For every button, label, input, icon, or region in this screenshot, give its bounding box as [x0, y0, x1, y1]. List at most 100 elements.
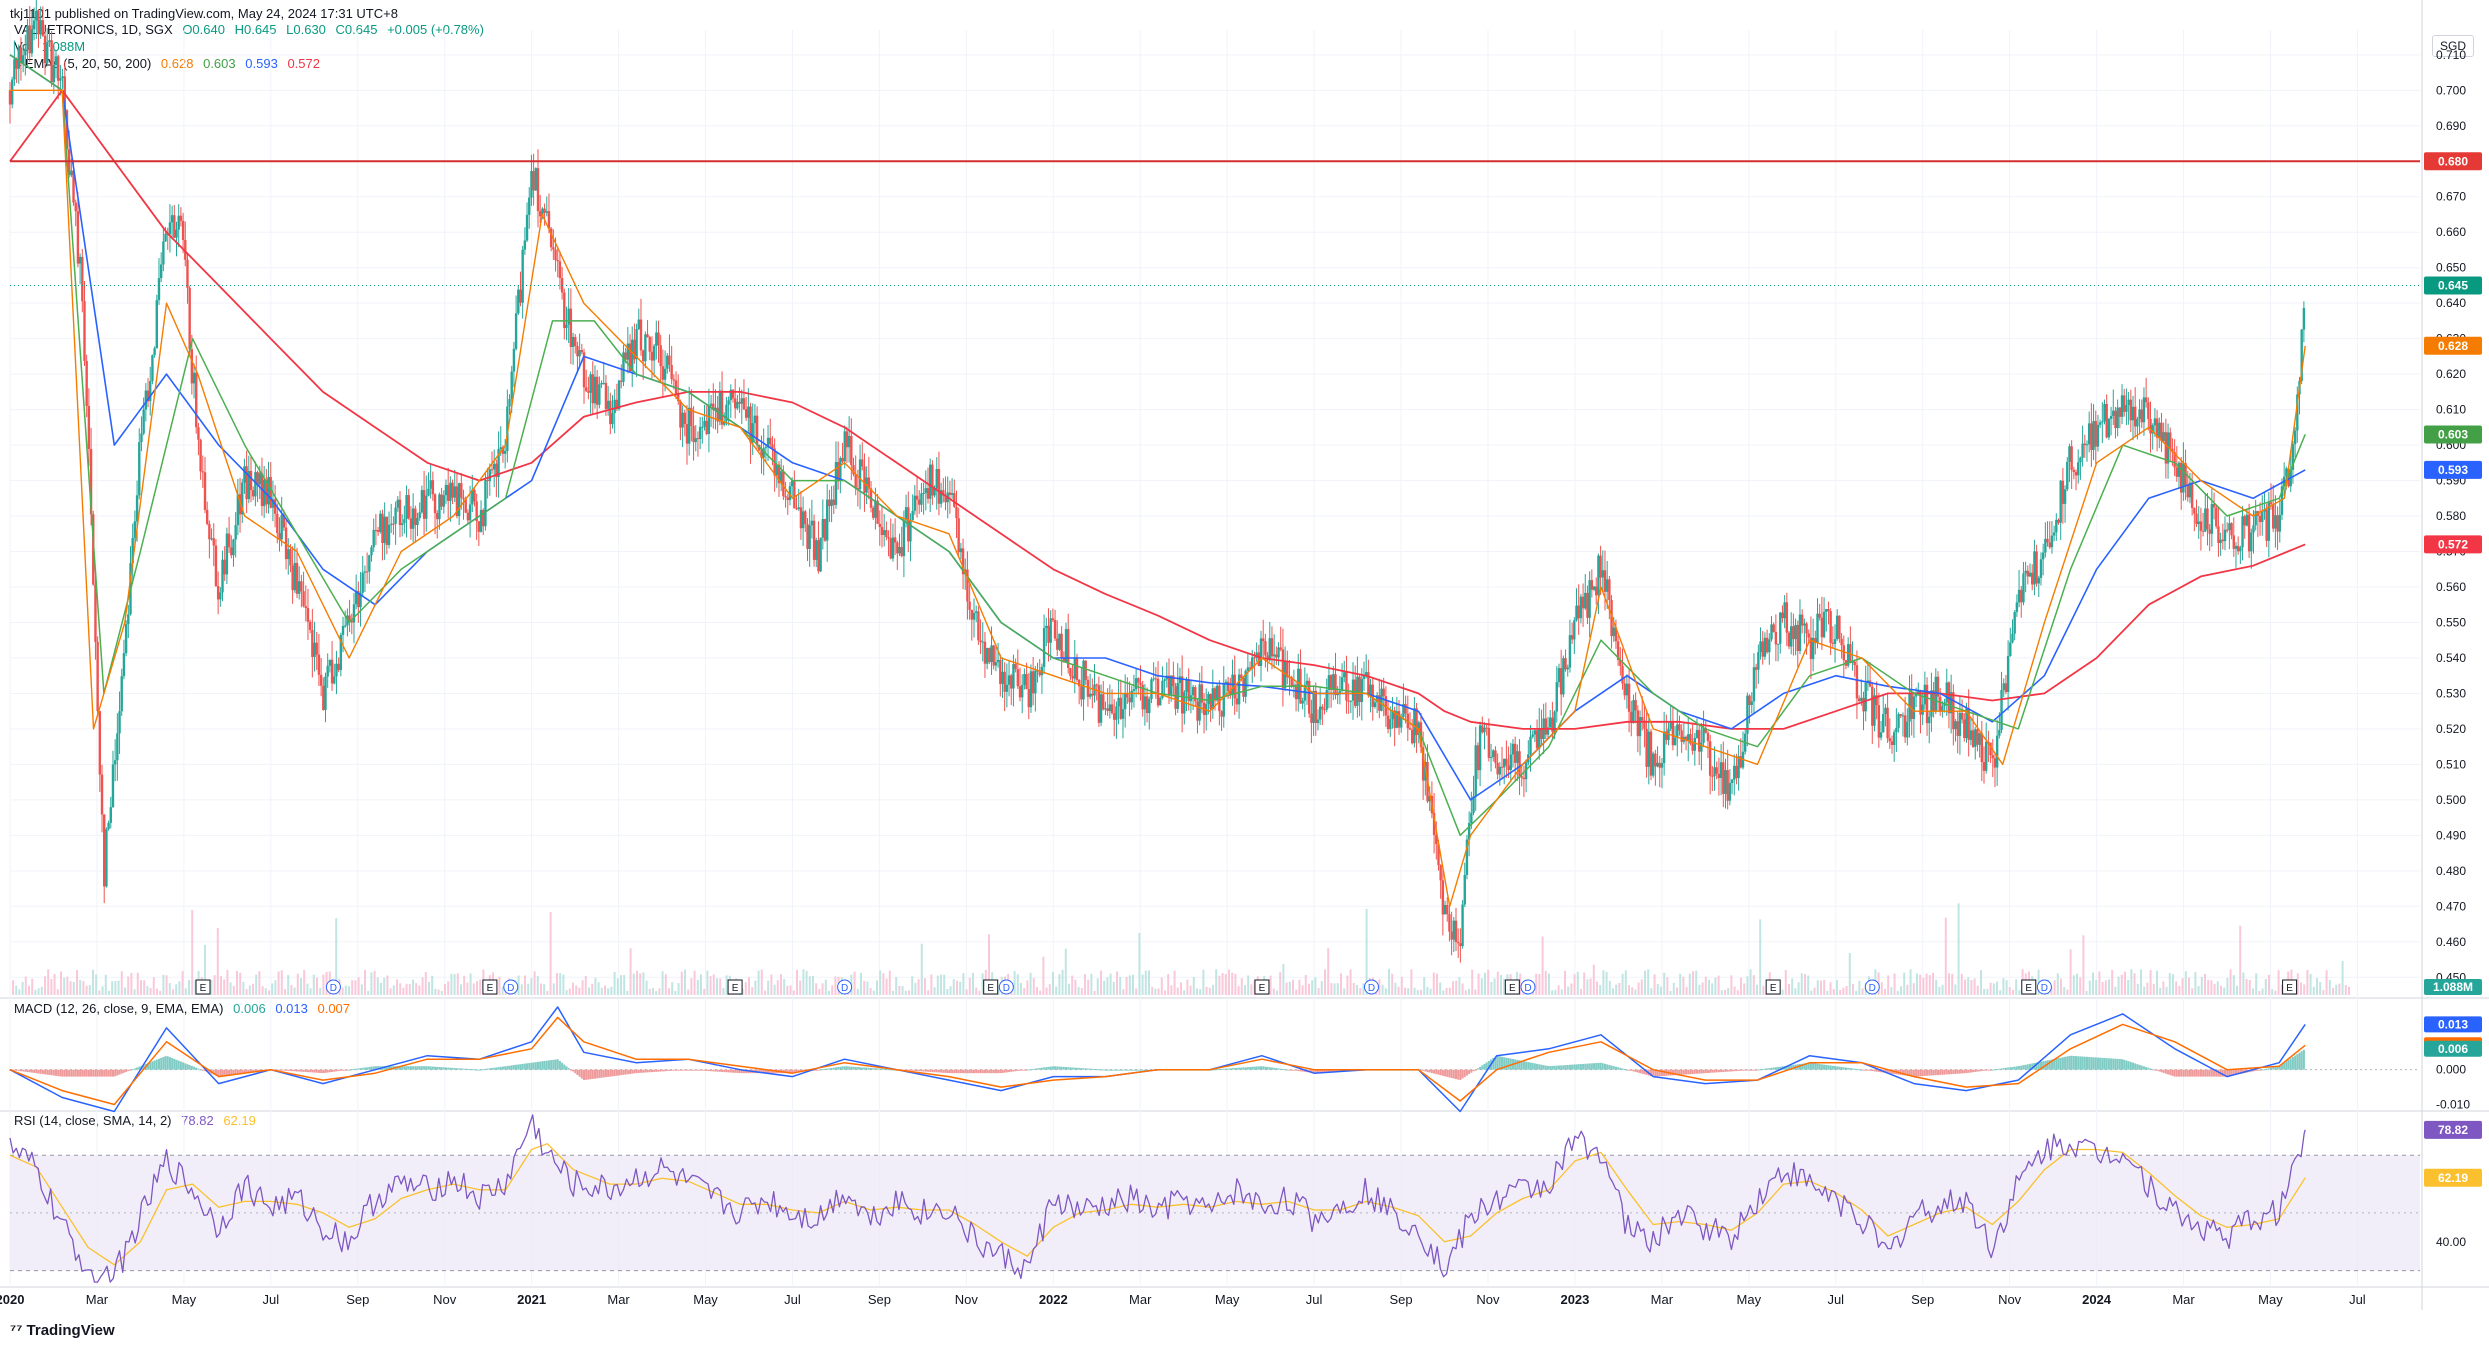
volume-bar	[293, 987, 296, 995]
volume-bar	[2194, 972, 2197, 995]
volume-bar	[194, 980, 197, 995]
macd-histogram-bar	[1761, 1068, 1764, 1070]
candle-body	[1327, 675, 1331, 690]
volume-bar	[978, 990, 981, 995]
macd-histogram-bar	[1227, 1068, 1230, 1070]
volume-bar	[1032, 978, 1035, 995]
macd-histogram-bar	[2011, 1066, 2014, 1070]
candle-body	[2215, 507, 2218, 527]
volume-bar	[2079, 977, 2082, 995]
macd-histogram-bar	[333, 1069, 336, 1072]
macd-histogram-bar	[1246, 1067, 1249, 1070]
volume-bar	[1429, 988, 1432, 995]
volume-bar	[1138, 932, 1141, 995]
candle-body	[409, 518, 413, 529]
volume-bar	[652, 988, 654, 995]
macd-histogram-bar	[1338, 1069, 1341, 1072]
candle-body	[928, 464, 932, 499]
tradingview-logo[interactable]: ⁷⁷ TradingView	[10, 1322, 115, 1339]
rsi-legend[interactable]: RSI (14, close, SMA, 14, 2) 78.82 62.19	[14, 1113, 262, 1128]
candle-body	[543, 208, 546, 213]
time-tick-label: Jul	[2349, 1292, 2366, 1307]
candle-body	[1921, 704, 1924, 715]
candle-body	[2129, 399, 2132, 421]
volume-bar	[114, 980, 117, 995]
candle-body	[1860, 697, 1863, 702]
volume-bar	[661, 971, 664, 995]
macd-histogram-bar	[788, 1069, 791, 1074]
macd-histogram-bar	[348, 1069, 351, 1071]
candle-body	[2090, 423, 2093, 450]
volume-bar	[21, 981, 24, 995]
candle-body	[525, 214, 529, 241]
macd-histogram-bar	[920, 1069, 923, 1072]
candle-body	[1971, 730, 1975, 747]
volume-bar	[1986, 988, 1989, 995]
candle-body	[2061, 480, 2065, 504]
macd-histogram-bar	[1568, 1064, 1571, 1070]
price-badge	[2424, 152, 2482, 171]
volume-bar	[1362, 983, 1365, 995]
price-badge-label: 0.628	[2438, 339, 2468, 353]
macd-histogram-bar	[1930, 1069, 1933, 1076]
candle-body	[1625, 683, 1629, 696]
volume-bar	[456, 973, 459, 995]
macd-histogram-bar	[105, 1069, 108, 1077]
macd-histogram-bar	[1264, 1066, 1267, 1070]
candle-body	[1476, 745, 1480, 771]
candle-body	[400, 523, 404, 525]
macd-histogram-bar	[723, 1069, 726, 1073]
macd-histogram-bar	[1706, 1069, 1709, 1073]
candle-body	[216, 586, 220, 600]
volume-bar	[1285, 982, 1288, 995]
volume-bar	[280, 970, 283, 995]
volume-bar	[821, 983, 824, 995]
candle-body	[1316, 719, 1320, 724]
candle-body	[571, 336, 575, 347]
candle-body	[2160, 422, 2163, 441]
candle-body	[1027, 689, 1030, 708]
currency-button[interactable]: SGD	[2432, 35, 2474, 57]
candle-body	[2017, 589, 2021, 603]
macd-histogram-bar	[2035, 1062, 2038, 1070]
candle-body	[1364, 672, 1368, 675]
symbol-name[interactable]: VALUETRONICS, 1D, SGX	[14, 22, 173, 37]
macd-histogram-bar	[160, 1057, 163, 1070]
macd-histogram-bar	[243, 1069, 246, 1074]
candle-body	[2035, 551, 2038, 584]
candle-body	[1928, 716, 1931, 724]
candle-body	[265, 479, 268, 505]
candle-body	[1489, 757, 1493, 759]
candle-body	[1128, 697, 1131, 703]
macd-histogram-bar	[37, 1069, 40, 1074]
macd-histogram-bar	[74, 1069, 77, 1077]
volume-bar	[1119, 976, 1122, 995]
volume-bar	[223, 979, 226, 995]
volume-bar	[255, 974, 258, 995]
volume-bar	[2082, 935, 2085, 995]
volume-bar	[2092, 972, 2094, 995]
candle-body	[350, 620, 353, 623]
candle-body	[1446, 905, 1449, 915]
macd-histogram-bar	[52, 1069, 55, 1076]
macd-histogram-bar	[1820, 1064, 1823, 1070]
earnings-marker	[2282, 979, 2298, 995]
macd-histogram-bar	[677, 1069, 680, 1071]
macd-legend[interactable]: MACD (12, 26, close, 9, EMA, EMA) 0.006 …	[14, 1001, 356, 1016]
volume-bar	[1378, 979, 1381, 995]
candle-body	[1982, 762, 1986, 771]
macd-histogram-bar	[2232, 1069, 2235, 1076]
candle-body	[1770, 624, 1773, 640]
macd-histogram-bar	[528, 1063, 531, 1070]
macd-histogram-bar	[2004, 1067, 2007, 1070]
macd-histogram-bar	[2202, 1069, 2205, 1077]
macd-histogram-bar	[1240, 1067, 1243, 1070]
symbol-legend[interactable]: VALUETRONICS, 1D, SGX O0.640 H0.645 L0.6…	[14, 22, 490, 37]
candle-body	[116, 733, 119, 761]
volume-bar	[1941, 984, 1944, 995]
macd-histogram-bar	[1032, 1068, 1035, 1070]
macd-histogram-bar	[497, 1067, 500, 1070]
macd-histogram-bar	[1728, 1069, 1731, 1072]
macd-histogram-bar	[764, 1069, 767, 1074]
